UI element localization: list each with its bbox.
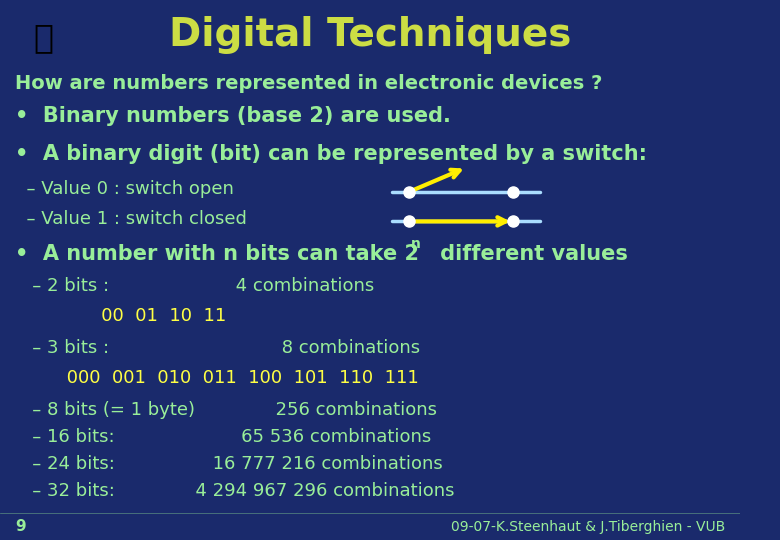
Text: 00  01  10  11: 00 01 10 11 bbox=[15, 307, 226, 325]
Text: •  A binary digit (bit) can be represented by a switch:: • A binary digit (bit) can be represente… bbox=[15, 144, 647, 164]
Text: – Value 0 : switch open: – Value 0 : switch open bbox=[15, 180, 234, 198]
Text: How are numbers represented in electronic devices ?: How are numbers represented in electroni… bbox=[15, 74, 602, 93]
Text: – 3 bits :                              8 combinations: – 3 bits : 8 combinations bbox=[15, 339, 420, 357]
Text: •  A number with n bits can take 2: • A number with n bits can take 2 bbox=[15, 244, 426, 264]
Text: – 24 bits:                 16 777 216 combinations: – 24 bits: 16 777 216 combinations bbox=[15, 455, 442, 474]
Text: – 2 bits :                      4 combinations: – 2 bits : 4 combinations bbox=[15, 277, 374, 295]
Text: 9: 9 bbox=[15, 519, 26, 534]
Text: – 16 bits:                      65 536 combinations: – 16 bits: 65 536 combinations bbox=[15, 428, 431, 447]
Text: – Value 1 : switch closed: – Value 1 : switch closed bbox=[15, 210, 246, 228]
Text: different values: different values bbox=[433, 244, 628, 264]
Text: – 32 bits:              4 294 967 296 combinations: – 32 bits: 4 294 967 296 combinations bbox=[15, 482, 454, 501]
Text: 🛡: 🛡 bbox=[33, 21, 53, 55]
Text: 09-07-K.Steenhaut & J.Tiberghien - VUB: 09-07-K.Steenhaut & J.Tiberghien - VUB bbox=[452, 519, 725, 534]
Text: – 8 bits (= 1 byte)              256 combinations: – 8 bits (= 1 byte) 256 combinations bbox=[15, 401, 437, 420]
Text: 000  001  010  011  100  101  110  111: 000 001 010 011 100 101 110 111 bbox=[15, 369, 419, 387]
Text: Digital Techniques: Digital Techniques bbox=[169, 16, 572, 54]
Text: n: n bbox=[411, 237, 420, 251]
Text: •  Binary numbers (base 2) are used.: • Binary numbers (base 2) are used. bbox=[15, 106, 451, 126]
